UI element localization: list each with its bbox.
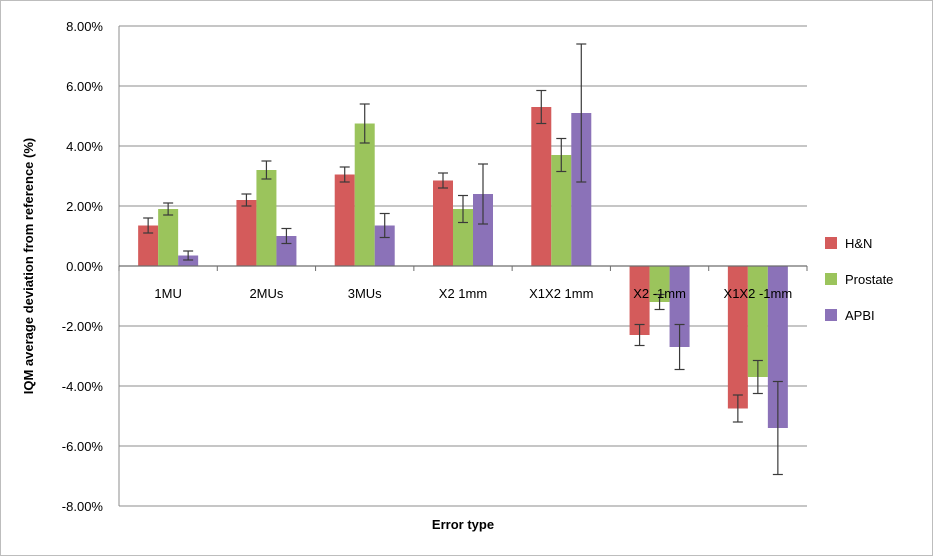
bar [551,155,572,266]
error-bar [281,227,292,245]
error-bar [732,394,743,423]
category-labels: 1MU 2MUs 3MUs X2 1mm X1X2 1mm X2 -1mm X1X2 -1m… [154,286,792,301]
y-tick-label: -6.00% [62,439,104,454]
bar [629,266,650,335]
error-bar [772,380,783,476]
legend-label: Prostate [845,272,893,287]
legend: H&N Prostate APBI [825,236,893,323]
legend-label: H&N [845,236,872,251]
x-axis-title: Error type [432,517,494,532]
y-tick-label: -2.00% [62,319,104,334]
error-bar [261,160,272,180]
bar [747,266,768,377]
y-tick-label: -4.00% [62,379,104,394]
legend-item: APBI [825,308,875,323]
category-label: 2MUs [249,286,283,301]
bar [531,107,552,266]
error-bar [379,212,390,239]
bars [138,107,788,428]
bar [334,174,355,266]
bar [571,113,592,266]
legend-swatch [825,309,837,321]
bar [374,225,395,266]
y-tick-label: 4.00% [66,139,103,154]
legend-swatch [825,273,837,285]
y-axis-title: IQM average deviation from reference (%) [21,138,36,394]
error-bar [634,323,645,347]
legend-swatch [825,237,837,249]
bar [138,225,159,266]
error-bar [359,103,370,144]
bar [236,200,257,266]
y-tick-label: 2.00% [66,199,103,214]
bar [453,209,473,266]
bar [354,123,375,266]
error-bar [163,202,174,216]
bar [178,255,199,266]
error-bar [478,163,488,225]
bar [473,194,493,266]
error-bar [241,193,252,207]
category-label: X2 1mm [439,286,487,301]
legend-item: H&N [825,236,872,251]
category-label: 1MU [154,286,181,301]
error-bar [654,293,665,311]
error-bar [536,89,547,125]
bar [727,266,748,409]
error-bar [339,166,350,183]
category-label: X2 -1mm [633,286,686,301]
y-tick-label: 8.00% [66,19,103,34]
error-bar [752,359,763,395]
error-bar [556,137,567,173]
category-label: 3MUs [348,286,382,301]
error-bar [438,172,448,189]
bar [433,180,453,266]
error-bar [458,194,468,224]
bar [767,266,788,428]
error-bar [576,43,587,183]
bar [649,266,670,302]
y-tick-label: -8.00% [62,499,104,514]
error-bars [143,43,783,476]
y-tick-label: 0.00% [66,259,103,274]
category-label: X1X2 -1mm [724,286,793,301]
legend-label: APBI [845,308,875,323]
legend-item: Prostate [825,272,893,287]
axes: -8.00% -6.00% -4.00% -2.00% 0.00% 2.00% 4.00% 6… [62,19,808,514]
error-bar [143,217,154,234]
category-label: X1X2 1mm [529,286,593,301]
bar [158,209,179,266]
error-bar [183,250,194,261]
y-tick-label: 6.00% [66,79,103,94]
bar [256,170,277,266]
bar [669,266,690,347]
error-bar [674,323,685,371]
